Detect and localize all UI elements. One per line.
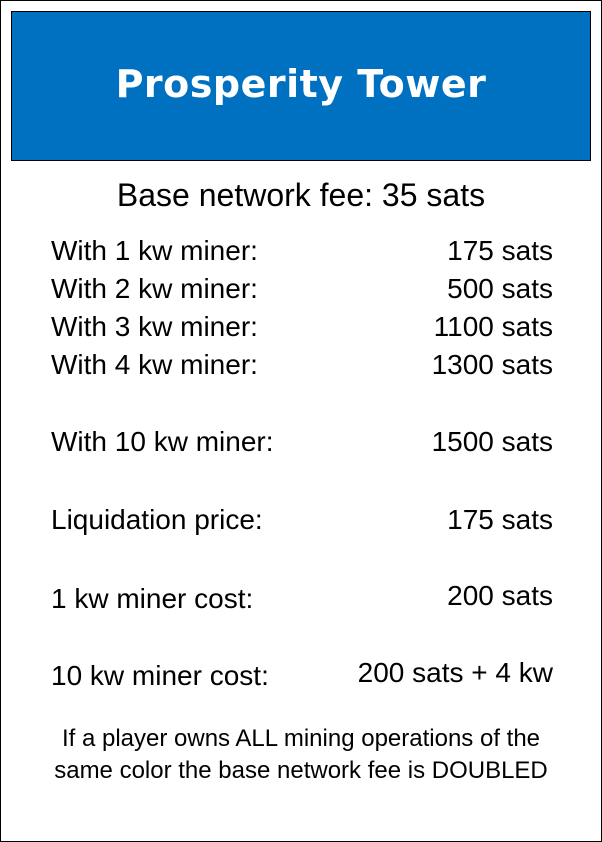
row-value: 500 sats <box>447 273 553 304</box>
row-value: 1500 sats <box>431 426 553 457</box>
row-value: 1300 sats <box>431 349 553 380</box>
row-value: 175 sats <box>447 235 553 266</box>
rent-row-4kw: With 4 kw miner: 1300 sats <box>51 348 553 382</box>
row-label: With 3 kw miner: <box>51 311 258 342</box>
rent-row-10kw: With 10 kw miner: 1500 sats <box>51 425 553 459</box>
miner-cost-10kw-row: 10 kw miner cost: 200 sats + 4 kw <box>51 656 553 691</box>
row-label: With 4 kw miner: <box>51 349 258 380</box>
row-label: 10 kw miner cost: <box>51 660 269 691</box>
row-label: Liquidation price: <box>51 504 263 535</box>
miner-cost-1kw-row: 1 kw miner cost: 200 sats <box>51 579 553 614</box>
row-value: 1100 sats <box>433 311 553 342</box>
rent-row-3kw: With 3 kw miner: 1100 sats <box>51 310 553 344</box>
row-label: With 10 kw miner: <box>51 426 274 457</box>
property-title: Prosperity Tower <box>115 62 487 106</box>
row-value: 200 sats <box>447 580 553 611</box>
row-label: With 1 kw miner: <box>51 235 258 266</box>
row-label: With 2 kw miner: <box>51 273 258 304</box>
base-network-fee: Base network fee: 35 sats <box>116 177 486 213</box>
rent-row-2kw: With 2 kw miner: 500 sats <box>51 272 553 306</box>
rent-row-1kw: With 1 kw miner: 175 sats <box>51 234 553 268</box>
monopoly-rule-note: If a player owns ALL mining operations o… <box>54 725 548 784</box>
title-band: Prosperity Tower <box>11 11 591 161</box>
row-value: 175 sats <box>447 504 553 535</box>
row-label: 1 kw miner cost: <box>51 583 254 614</box>
liquidation-row: Liquidation price: 175 sats <box>51 503 553 537</box>
row-value: 200 sats + 4 kw <box>357 657 553 688</box>
